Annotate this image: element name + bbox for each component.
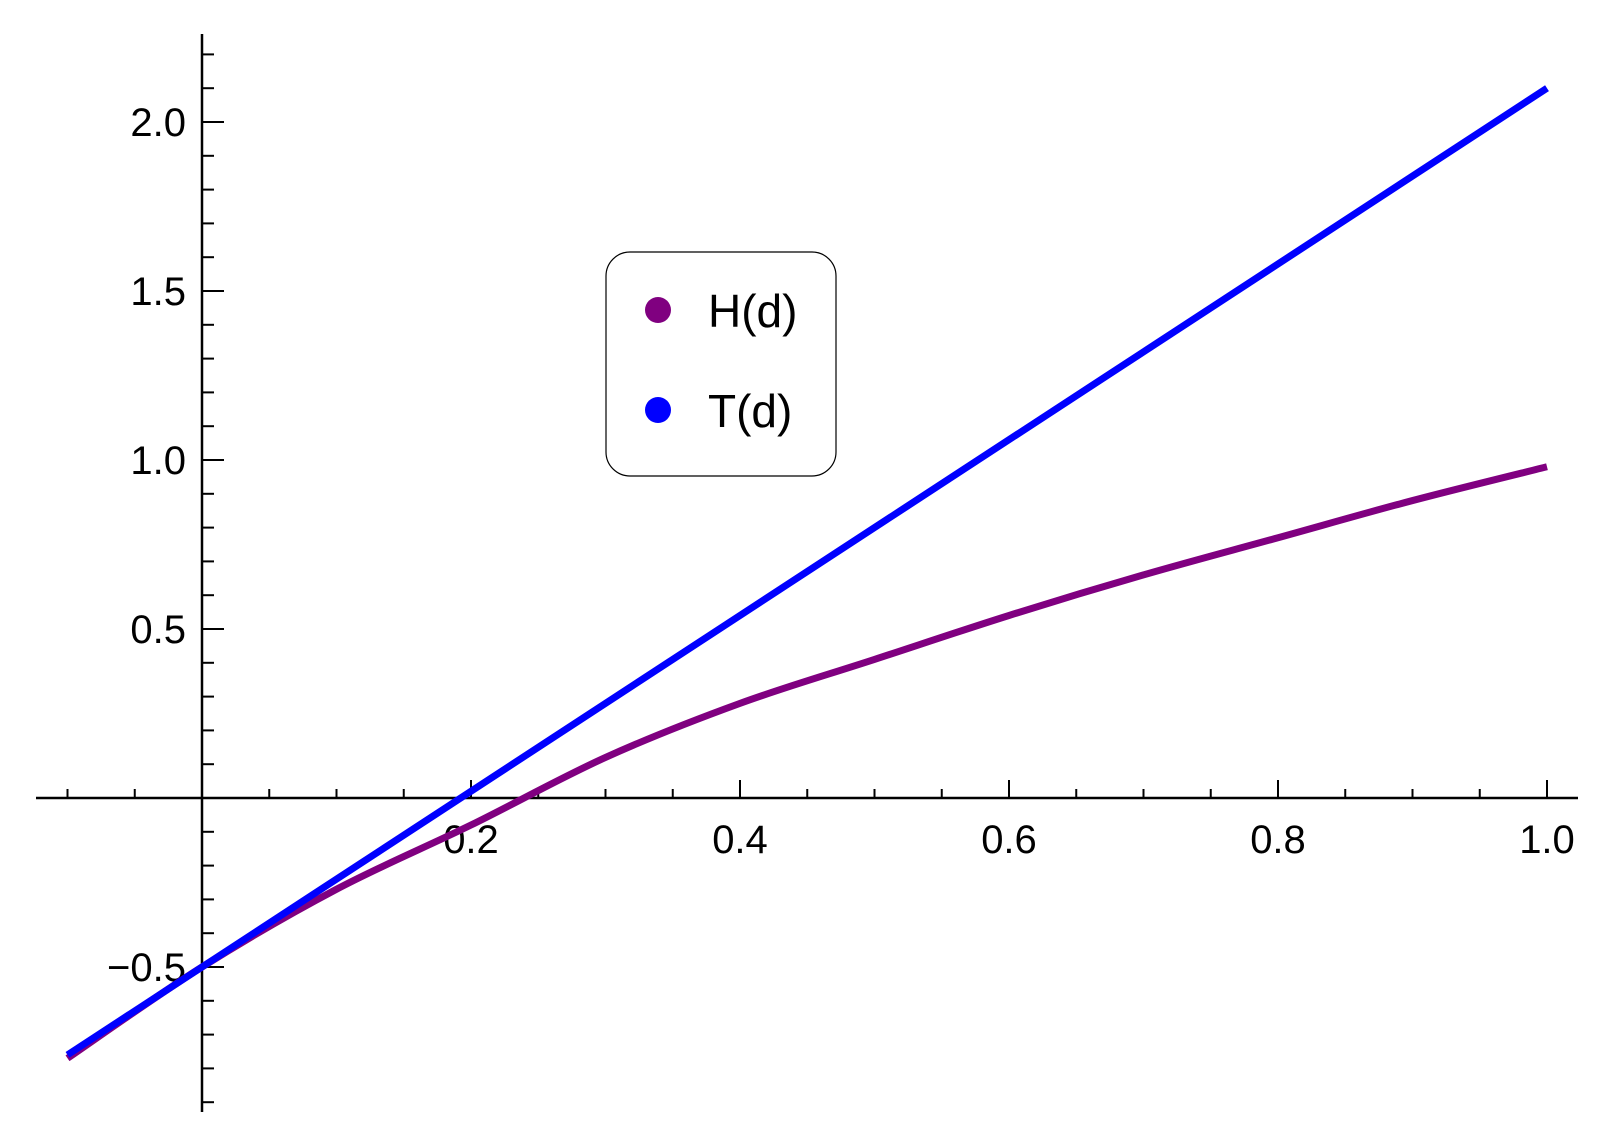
y-axis-ticks: −0.50.51.01.52.0 — [107, 101, 224, 990]
series-line-h — [65, 463, 1548, 1062]
y-tick-label: 1.5 — [130, 270, 186, 314]
x-tick-label: 0.8 — [1250, 818, 1306, 862]
legend: H(d) T(d) — [605, 251, 837, 477]
x-tick-label: 1.0 — [1519, 818, 1575, 862]
y-tick-label: 2.0 — [130, 101, 186, 145]
x-tick-label: 0.4 — [712, 818, 768, 862]
axes: 0.2 0.4 0.6 0.8 1.0 −0.50.51.01.52.0 — [36, 34, 1578, 1112]
x-tick-label: 0.6 — [981, 818, 1037, 862]
x-axis-ticks: 0.2 0.4 0.6 0.8 1.0 — [443, 780, 1575, 862]
legend-label-t: T(d) — [708, 385, 792, 437]
y-tick-label: 0.5 — [130, 608, 186, 652]
series-line-t — [65, 85, 1549, 1058]
legend-marker-h — [645, 297, 671, 323]
legend-label-h: H(d) — [708, 285, 797, 337]
series-layer — [65, 85, 1549, 1062]
legend-marker-t — [645, 397, 671, 423]
y-tick-label: 1.0 — [130, 439, 186, 483]
minor-ticks — [66, 53, 1481, 1104]
